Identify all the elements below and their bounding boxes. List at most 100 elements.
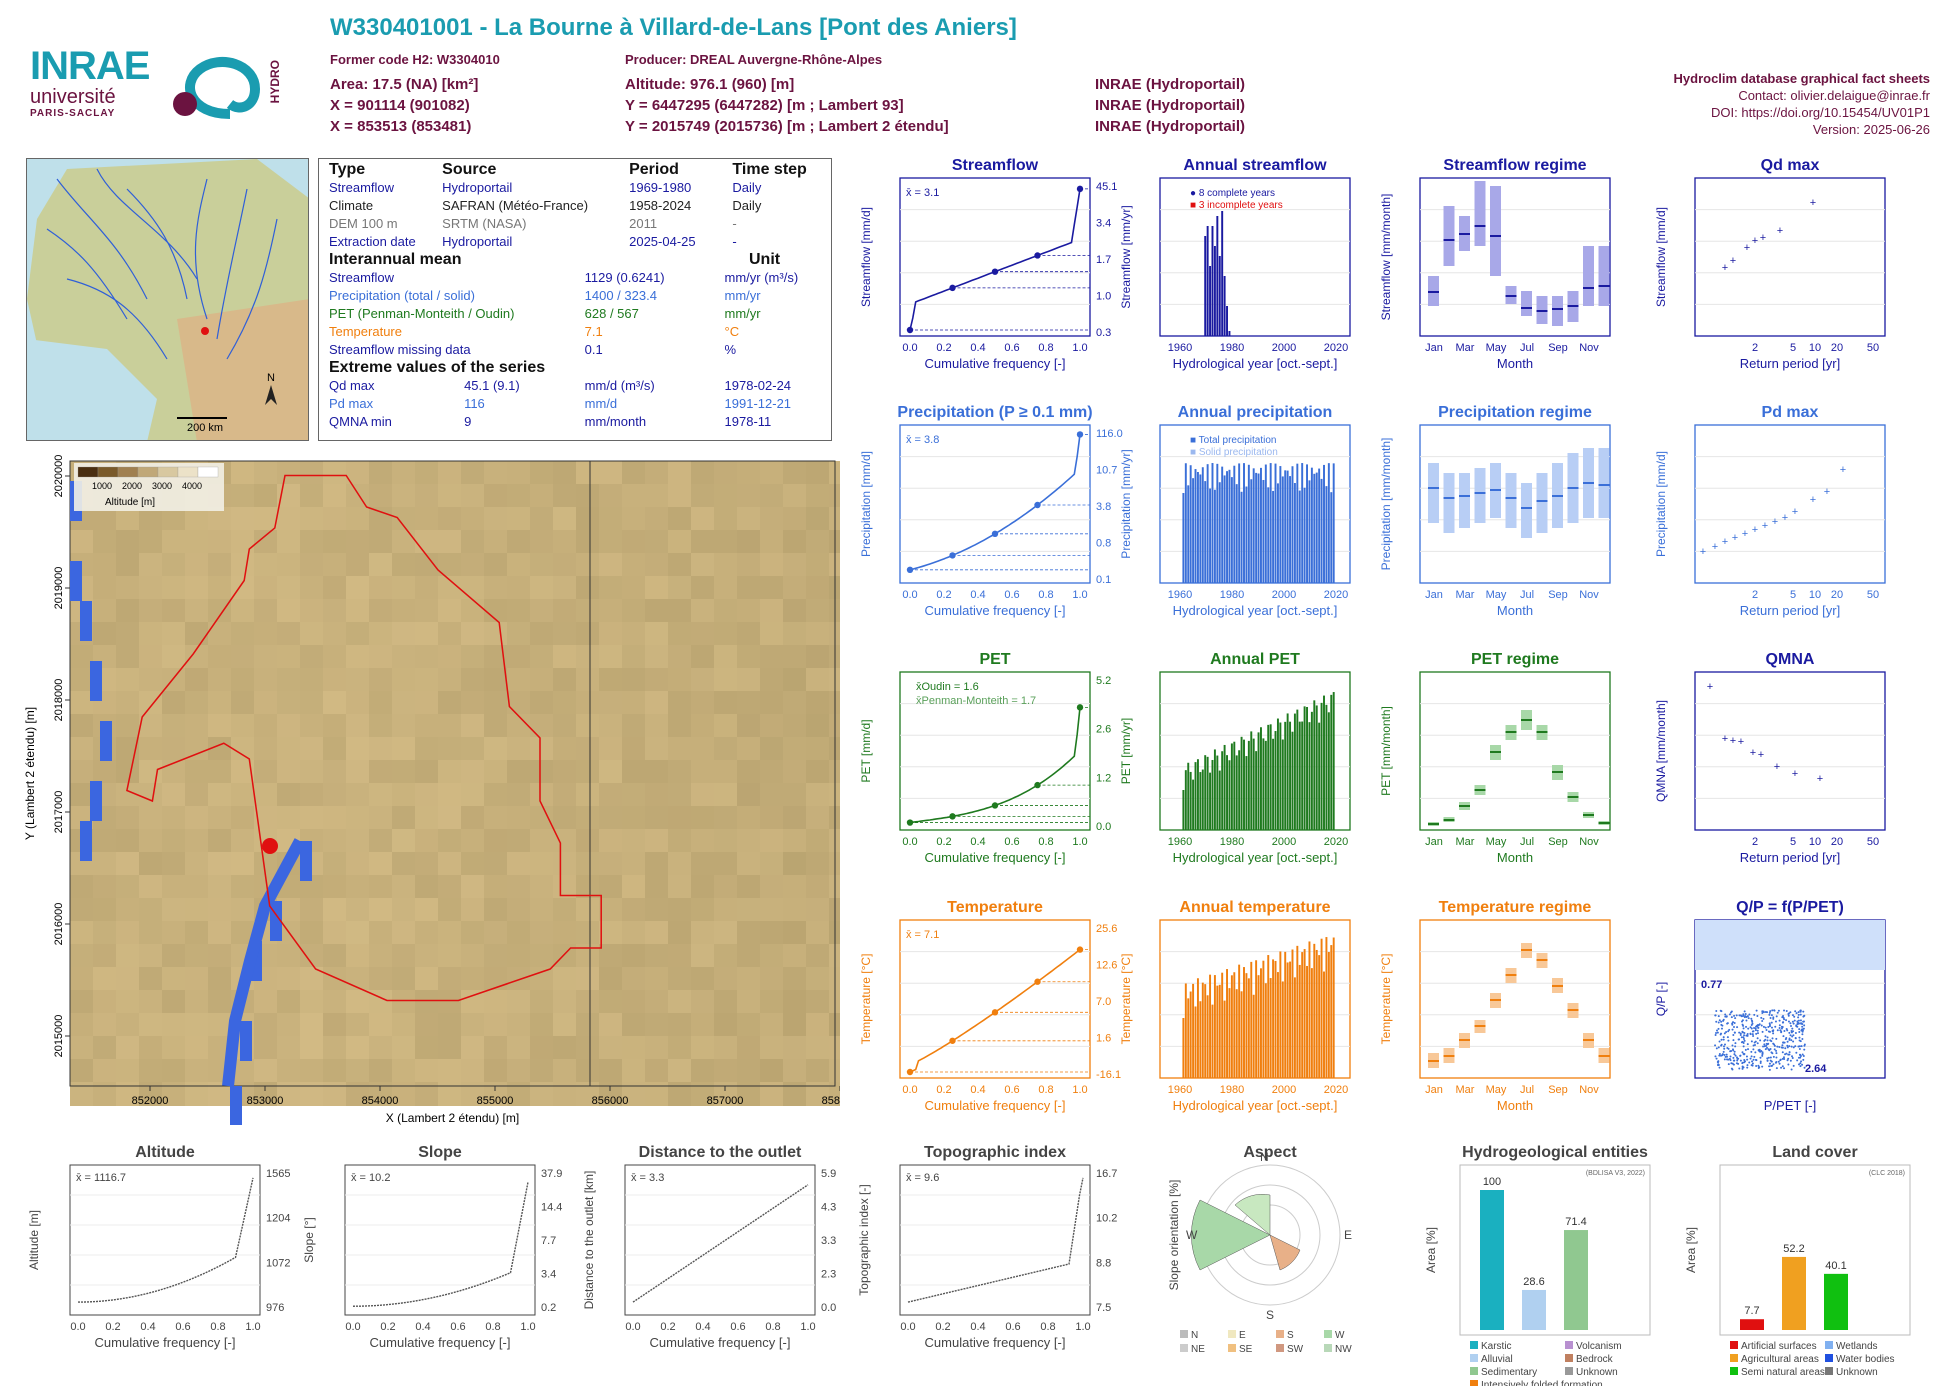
terrain-cell — [668, 714, 692, 738]
terrain-cell — [645, 576, 669, 600]
annual-bar — [1276, 483, 1279, 583]
qp-point — [1714, 1055, 1717, 1058]
qp-point — [1793, 1019, 1796, 1022]
annual-bar — [1327, 463, 1330, 583]
terrain-cell — [415, 484, 439, 508]
annual-bar — [1267, 955, 1270, 1078]
chart-title: Pd max — [1762, 404, 1819, 421]
qp-point — [1746, 1064, 1749, 1067]
right-tick-label: 1.2 — [1096, 772, 1111, 784]
terrain-cell — [714, 691, 738, 715]
terrain-cell — [691, 691, 715, 715]
terrain-cell — [346, 553, 370, 577]
qp-point — [1740, 1041, 1743, 1044]
qp-point — [1733, 1014, 1736, 1017]
qp-point — [1750, 1040, 1753, 1043]
qp-point — [1791, 1020, 1794, 1023]
terrain-cell — [323, 484, 347, 508]
qp-point — [1760, 1024, 1763, 1027]
right-tick-label: 1.6 — [1096, 1033, 1111, 1045]
info-row-cell: 2025-04-25 — [629, 234, 696, 249]
terrain-cell — [484, 668, 508, 692]
terrain-cell — [300, 691, 324, 715]
terrain-cell — [254, 461, 278, 485]
x-tick-label: 0.8 — [1038, 589, 1053, 601]
terrain-cell — [760, 484, 784, 508]
chart-xlabel: Cumulative frequency [-] — [370, 1335, 511, 1350]
annual-bar — [1228, 469, 1231, 583]
annual-bar — [1196, 472, 1199, 583]
x-tick-label: 2020 — [1324, 1084, 1348, 1096]
x-tick-label: 0.0 — [902, 836, 917, 848]
annual-bar — [1211, 1004, 1214, 1078]
legend-swatch — [1565, 1354, 1573, 1362]
right-tick-label: 7.5 — [1096, 1302, 1111, 1314]
chart-title: QMNA — [1766, 651, 1815, 668]
qp-point — [1752, 1044, 1755, 1047]
annual-bar — [1189, 465, 1192, 583]
annual-bar — [1281, 981, 1284, 1078]
x-tick-label: 1960 — [1168, 589, 1192, 601]
qp-point — [1788, 1045, 1791, 1048]
annual-bar — [1310, 711, 1313, 830]
qp-point — [1742, 1013, 1745, 1016]
terrain-cell — [507, 714, 531, 738]
qp-point — [1730, 1010, 1733, 1013]
right-tick-label: 1.0 — [1096, 291, 1111, 303]
qp-point — [1714, 1044, 1717, 1047]
right-tick-label: 14.4 — [541, 1202, 562, 1214]
source-1: INRAE (Hydroportail) — [1095, 76, 1245, 93]
terrain-cell — [553, 530, 577, 554]
x-tick-label: Mar — [1456, 1084, 1475, 1096]
qp-point — [1781, 1044, 1784, 1047]
info-row: Climate SAFRAN (Météo-France) 1958-2024 Dai… — [329, 197, 821, 215]
terrain-cell — [346, 530, 370, 554]
qp-point — [1726, 1036, 1729, 1039]
annual-bar — [1189, 991, 1192, 1078]
terrain-cell — [622, 622, 646, 646]
terrain-cell — [553, 645, 577, 669]
qp-point — [1765, 1029, 1768, 1032]
terrain-cell — [93, 576, 117, 600]
terrain-cell — [139, 668, 163, 692]
terrain-cell — [783, 599, 807, 623]
terrain-cell — [116, 691, 140, 715]
terrain-cell — [783, 530, 807, 554]
terrain-cell — [461, 737, 485, 761]
terrain-cell — [760, 530, 784, 554]
chart-title: Slope — [418, 1144, 462, 1161]
terrain-cell — [346, 599, 370, 623]
terrain-cell — [553, 714, 577, 738]
qp-point — [1769, 1010, 1772, 1013]
terrain-cell — [208, 668, 232, 692]
annual-bar — [1267, 724, 1270, 830]
qp-point — [1799, 1013, 1802, 1016]
terrain-cell — [392, 553, 416, 577]
category-bar — [1480, 1190, 1504, 1330]
qp-point — [1775, 1067, 1778, 1070]
chart-xlabel: Month — [1497, 1098, 1533, 1113]
annual-bar — [1226, 306, 1228, 336]
qp-point — [1766, 1059, 1769, 1062]
qp-point — [1717, 1021, 1720, 1024]
terrain-cell — [622, 645, 646, 669]
qp-point — [1781, 1057, 1784, 1060]
qp-point — [1757, 1064, 1760, 1067]
terrain-cell — [461, 645, 485, 669]
qp-point — [1715, 1047, 1718, 1050]
qp-point — [1749, 1032, 1752, 1035]
annual-bar — [1238, 463, 1241, 583]
category-bar — [1824, 1273, 1848, 1330]
annual-bar — [1245, 973, 1248, 1078]
annual-bar — [1308, 941, 1311, 1078]
chart-title: Precipitation (P ≥ 0.1 mm) — [897, 404, 1092, 421]
terrain-cell — [576, 737, 600, 761]
terrain-cell — [760, 714, 784, 738]
qp-point — [1791, 1055, 1794, 1058]
terrain-cell — [737, 461, 761, 485]
x-tick-label: Jan — [1425, 836, 1443, 848]
annual-bar — [1221, 466, 1224, 583]
annual-bar — [1296, 709, 1299, 830]
qp-point — [1744, 1048, 1747, 1051]
